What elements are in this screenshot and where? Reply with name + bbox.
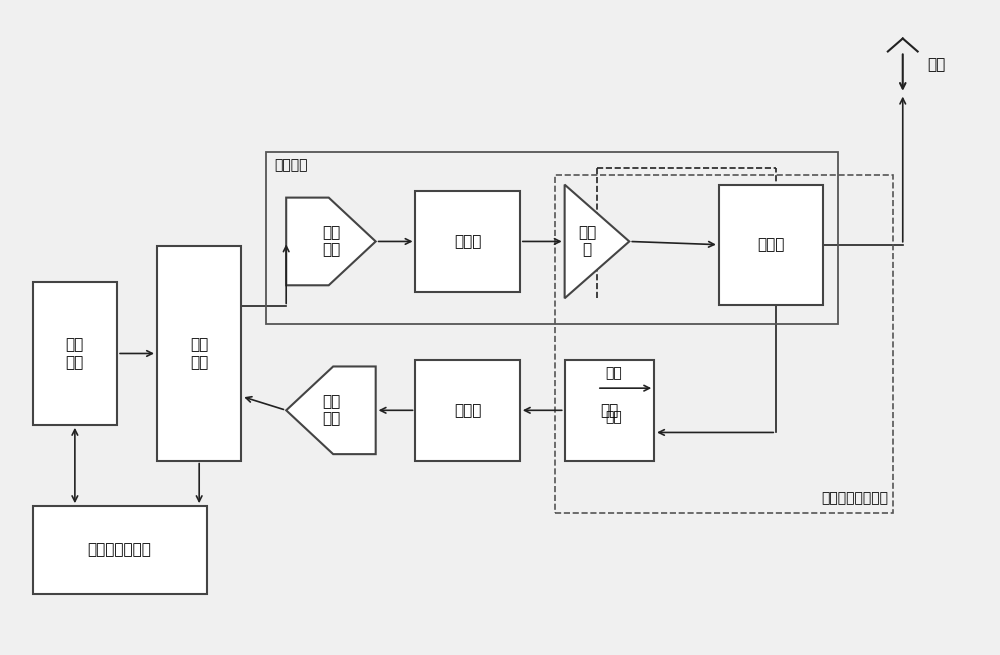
Text: 混频器: 混频器: [454, 403, 481, 418]
FancyBboxPatch shape: [415, 191, 520, 291]
Text: 放大
器: 放大 器: [578, 225, 596, 257]
Text: 混频器: 混频器: [454, 234, 481, 249]
Text: 故障点判决模块: 故障点判决模块: [88, 542, 152, 557]
Text: 模数
转换: 模数 转换: [322, 394, 340, 426]
Text: 数模
转换: 数模 转换: [322, 225, 340, 257]
FancyBboxPatch shape: [415, 360, 520, 460]
Text: 控制
模块: 控制 模块: [66, 337, 84, 369]
Polygon shape: [565, 185, 629, 298]
Text: 滤波器: 滤波器: [757, 237, 785, 252]
Text: 反馈: 反馈: [605, 365, 622, 380]
FancyBboxPatch shape: [33, 282, 117, 425]
Text: 开关: 开关: [600, 403, 619, 418]
FancyBboxPatch shape: [719, 185, 823, 305]
Text: 反射: 反射: [605, 410, 622, 424]
Text: 基带
模块: 基带 模块: [190, 337, 208, 369]
FancyBboxPatch shape: [565, 360, 654, 460]
FancyBboxPatch shape: [157, 246, 241, 460]
Text: 反射系数获取模块: 反射系数获取模块: [821, 491, 888, 505]
Polygon shape: [286, 198, 376, 286]
FancyBboxPatch shape: [33, 506, 207, 594]
Polygon shape: [286, 366, 376, 454]
Text: 天线: 天线: [928, 57, 946, 72]
Text: 发射模块: 发射模块: [274, 159, 308, 173]
